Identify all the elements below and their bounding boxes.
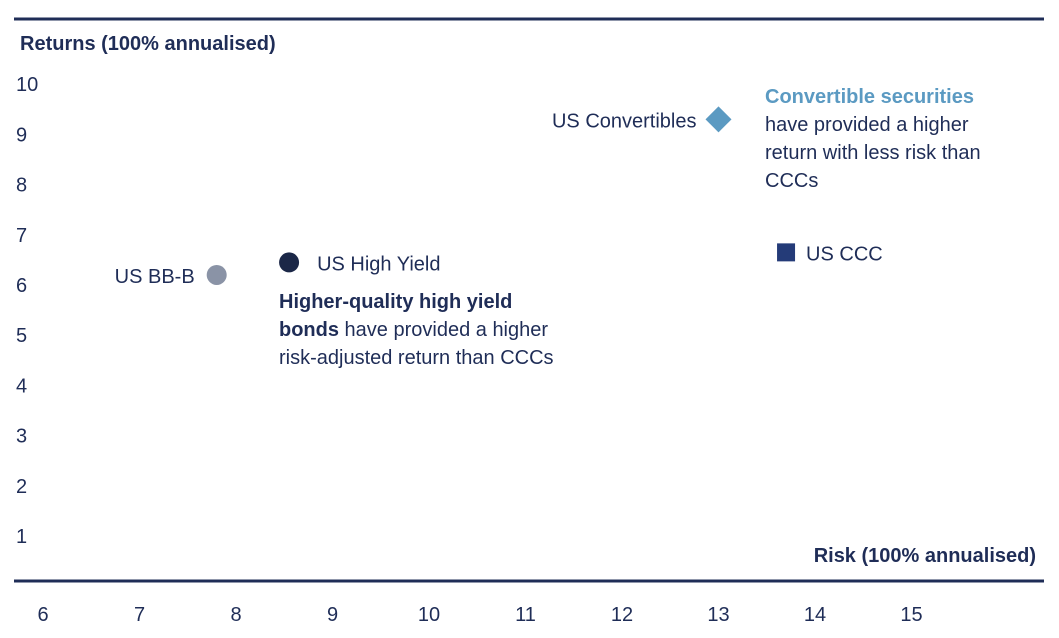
y-tick-label: 1 [16, 526, 27, 548]
y-tick-labels: 1 2 3 4 5 6 7 8 9 10 [16, 74, 38, 548]
point-label-us-bb-b: US BB-B [115, 266, 195, 288]
x-axis-title: Risk (100% annualised) [814, 545, 1036, 567]
x-tick-label: 12 [611, 604, 633, 626]
y-tick-label: 2 [16, 476, 27, 498]
convertibles-annotation: Convertible securities have provided a h… [765, 86, 981, 192]
y-axis-title: Returns (100% annualised) [20, 33, 276, 55]
y-tick-label: 9 [16, 124, 27, 146]
high-yield-annotation-bold: bonds [279, 319, 339, 341]
y-tick-label: 6 [16, 275, 27, 297]
high-yield-annotation-line2: bonds have provided a higher [279, 319, 548, 341]
high-yield-annotation-line1: Higher-quality high yield [279, 291, 512, 313]
point-us-bb-b [206, 264, 227, 285]
x-tick-label: 9 [327, 604, 338, 626]
point-labels: US BB-B US High Yield US Convertibles US CC… [115, 110, 883, 288]
high-yield-annotation-rest: have provided a higher [339, 319, 548, 341]
y-tick-label: 10 [16, 74, 38, 96]
x-tick-label: 13 [707, 604, 729, 626]
y-tick-label: 5 [16, 325, 27, 347]
high-yield-annotation-line3: risk-adjusted return than CCCs [279, 347, 554, 369]
point-us-convertibles [705, 106, 732, 133]
y-tick-label: 7 [16, 225, 27, 247]
y-tick-label: 3 [16, 426, 27, 448]
y-tick-label: 8 [16, 175, 27, 197]
y-tick-label: 4 [16, 375, 27, 397]
point-us-ccc [777, 243, 796, 262]
point-label-us-ccc: US CCC [806, 243, 883, 265]
point-us-high-yield [279, 252, 300, 273]
point-label-us-convertibles: US Convertibles [552, 110, 697, 132]
convertibles-annotation-line2: return with less risk than [765, 142, 981, 164]
data-points [206, 106, 796, 285]
x-tick-label: 11 [515, 604, 536, 626]
point-label-us-high-yield: US High Yield [317, 253, 440, 275]
x-tick-label: 6 [37, 604, 48, 626]
convertibles-annotation-heading: Convertible securities [765, 86, 974, 108]
x-tick-label: 10 [418, 604, 440, 626]
x-tick-labels: 6 7 8 9 10 11 12 13 14 15 [37, 604, 922, 626]
high-yield-annotation: Higher-quality high yield bonds have pro… [279, 291, 554, 369]
x-tick-label: 14 [804, 604, 826, 626]
x-tick-label: 15 [900, 604, 922, 626]
x-tick-label: 8 [230, 604, 241, 626]
convertibles-annotation-line3: CCCs [765, 170, 818, 192]
convertibles-annotation-line1: have provided a higher [765, 114, 969, 136]
x-tick-label: 7 [134, 604, 145, 626]
